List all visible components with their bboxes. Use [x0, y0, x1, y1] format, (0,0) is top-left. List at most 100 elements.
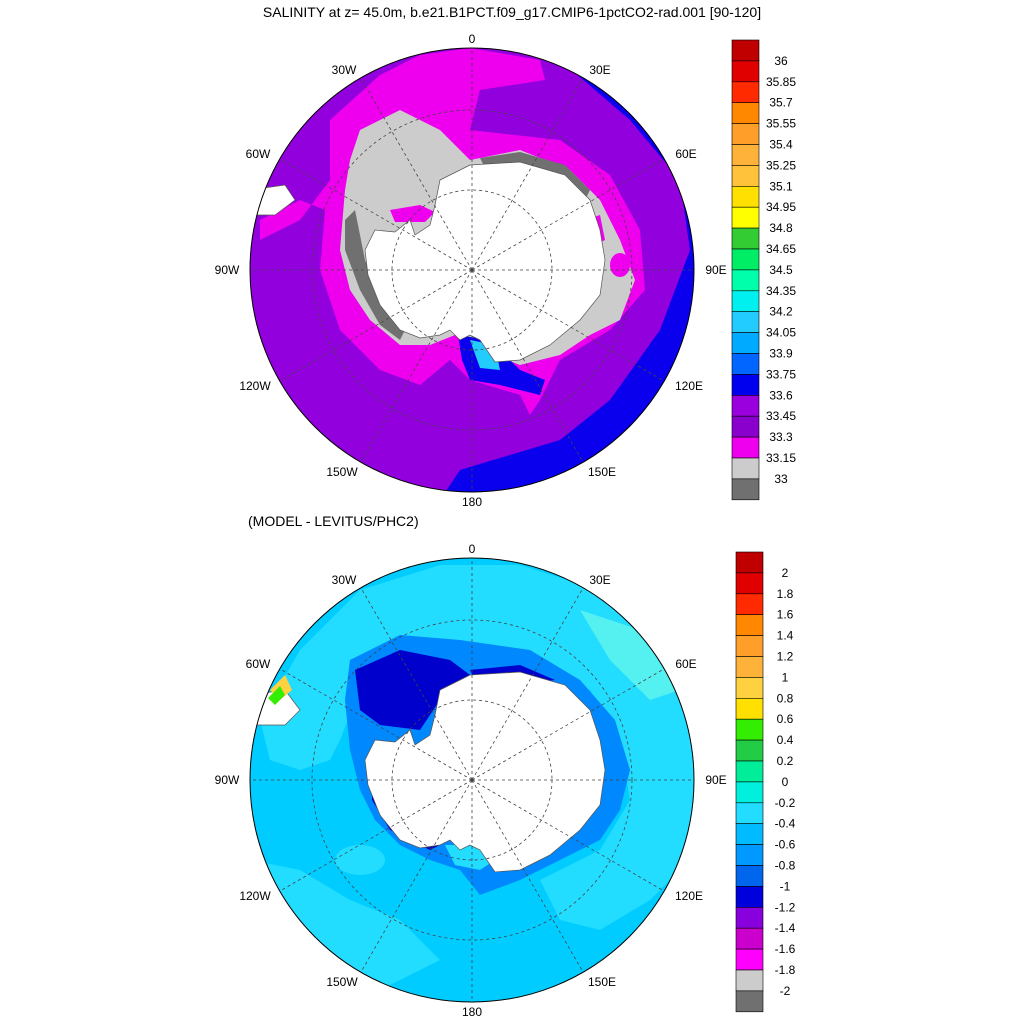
colorbar-swatch [731, 123, 760, 145]
colorbar-label: 35.1 [769, 179, 793, 193]
lon-label: 30E [589, 573, 610, 587]
colorbar-swatch [735, 635, 764, 657]
colorbar-label: 33.6 [769, 388, 793, 402]
colorbar-swatch [735, 802, 764, 824]
lon-label: 60W [246, 147, 271, 161]
lon-label: 120W [239, 889, 271, 903]
top-lon-labels: 0 30E 60E 90E 120E 150E 180 150W 120W 90… [215, 32, 727, 509]
top-magenta-spot [610, 253, 630, 277]
colorbar-label: 0.4 [777, 733, 794, 747]
colorbar-label: 34.35 [766, 284, 796, 298]
colorbar-label: -1.4 [775, 921, 796, 935]
bottom-cyan-region [250, 860, 440, 990]
colorbar-swatch [731, 457, 760, 480]
colorbar-label: 33.9 [769, 347, 793, 361]
top-map-border [249, 47, 695, 493]
lon-label: 90E [705, 773, 726, 787]
lon-label: 30E [589, 63, 610, 77]
colorbar-label: 1.4 [777, 629, 794, 643]
colorbar-label: -2 [780, 984, 791, 998]
colorbar-swatch [731, 311, 760, 333]
colorbar-label: -1.2 [775, 900, 796, 914]
bottom-map-border [249, 557, 695, 1003]
colorbar-label: -1.8 [775, 963, 796, 977]
colorbar-swatch [731, 415, 760, 438]
colorbar-label: -0.6 [775, 838, 796, 852]
lon-label: 120E [675, 889, 703, 903]
lon-label: 150E [588, 975, 616, 989]
colorbar-label: 35.4 [769, 138, 793, 152]
top-purple-patch [270, 130, 330, 200]
colorbar-label: 33 [774, 472, 788, 486]
colorbar-swatch [735, 865, 764, 887]
colorbar-label: 35.7 [769, 96, 793, 110]
colorbar-label: 33.15 [766, 451, 796, 465]
top-polar-map: 0 30E 60E 90E 120E 150E 180 150W 120W 90… [215, 32, 797, 509]
colorbar-swatch [731, 39, 760, 62]
colorbar-swatch [735, 593, 764, 615]
colorbar-swatch [735, 739, 764, 762]
top-blue-region [440, 60, 694, 492]
colorbar-swatch [731, 248, 760, 271]
colorbar-label: 2 [782, 566, 789, 580]
colorbar-swatch [731, 290, 760, 312]
colorbar-swatch [735, 614, 764, 636]
colorbar-label: 35.55 [766, 117, 796, 131]
colorbar-label: -1.6 [775, 942, 796, 956]
colorbar-swatch [731, 144, 760, 166]
colorbar-swatch [735, 990, 764, 1013]
bottom-colorbar: 2 1.8 1.6 1.4 1.2 1 0.8 0.6 0.4 0.2 0 -0.2 -0.4 -0.6 -… [735, 551, 796, 1013]
colorbar-label: 34.65 [766, 242, 796, 256]
lon-label: 90W [215, 773, 240, 787]
colorbar-swatch [735, 948, 764, 971]
top-magenta-spot [390, 205, 435, 222]
colorbar-swatch [735, 969, 764, 992]
colorbar-label: -1 [780, 879, 791, 893]
lon-label: 180 [462, 495, 482, 509]
lon-label: 60E [675, 657, 696, 671]
colorbar-swatch [735, 572, 764, 595]
bottom-pale-region [580, 610, 680, 700]
colorbar-label: 36 [774, 54, 788, 68]
colorbar-swatch [731, 81, 760, 104]
colorbar-label: 1.8 [777, 587, 794, 601]
colorbar-label: -0.4 [775, 817, 796, 831]
colorbar-swatch [735, 760, 764, 783]
colorbar-label: 1.6 [777, 608, 794, 622]
colorbar-label: 34.2 [769, 305, 793, 319]
colorbar-label: 0.8 [777, 691, 794, 705]
bottom-polar-map: 0 30E 60E 90E 120E 150E 180 150W 120W 90… [215, 542, 796, 1019]
colorbar-label: -0.2 [775, 796, 796, 810]
colorbar-swatch [731, 186, 760, 208]
top-map-title: SALINITY at z= 45.0m, b.e21.B1PCT.f09_g1… [262, 4, 762, 20]
colorbar-label: 34.95 [766, 200, 796, 214]
lon-label: 30W [332, 573, 357, 587]
colorbar-swatch [735, 656, 764, 678]
lon-label: 150E [588, 465, 616, 479]
lon-label: 30W [332, 63, 357, 77]
lon-label: 90W [215, 263, 240, 277]
lon-label: 150W [326, 975, 358, 989]
top-darkgray-patch [345, 210, 405, 340]
colorbar-swatch [731, 165, 760, 187]
bottom-cyan-patch [335, 845, 385, 875]
lon-label: 180 [462, 1005, 482, 1019]
colorbar-swatch [731, 227, 760, 250]
lon-label: 90E [705, 263, 726, 277]
bottom-deepblue-region [355, 650, 470, 730]
colorbar-swatch [731, 478, 760, 501]
colorbar-swatch [735, 823, 764, 845]
top-graticule [250, 48, 694, 492]
colorbar-swatch [731, 394, 760, 417]
colorbar-label: 33.3 [769, 430, 793, 444]
colorbar-label: 34.5 [769, 263, 793, 277]
colorbar-label: 0.2 [777, 754, 794, 768]
colorbar-label: 1.2 [777, 650, 794, 664]
colorbar-swatch [735, 781, 764, 804]
colorbar-swatch [735, 906, 764, 929]
colorbar-swatch [731, 269, 760, 292]
colorbar-swatch [735, 718, 764, 741]
lon-label: 150W [326, 465, 358, 479]
colorbar-swatch [731, 374, 760, 396]
